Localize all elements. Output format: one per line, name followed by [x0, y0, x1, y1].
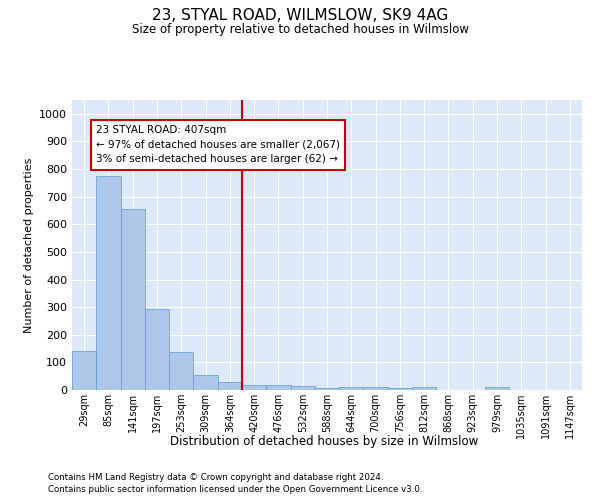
Bar — [145, 308, 169, 390]
Bar — [412, 387, 436, 390]
Text: Contains HM Land Registry data © Crown copyright and database right 2024.: Contains HM Land Registry data © Crown c… — [48, 472, 383, 482]
Bar — [315, 388, 339, 390]
Bar — [290, 386, 315, 390]
Text: Distribution of detached houses by size in Wilmslow: Distribution of detached houses by size … — [170, 435, 478, 448]
Text: 23, STYAL ROAD, WILMSLOW, SK9 4AG: 23, STYAL ROAD, WILMSLOW, SK9 4AG — [152, 8, 448, 22]
Bar — [242, 385, 266, 390]
Bar — [485, 387, 509, 390]
Bar — [193, 375, 218, 390]
Bar — [169, 352, 193, 390]
Bar — [96, 176, 121, 390]
Text: Size of property relative to detached houses in Wilmslow: Size of property relative to detached ho… — [131, 22, 469, 36]
Text: Contains public sector information licensed under the Open Government Licence v3: Contains public sector information licen… — [48, 485, 422, 494]
Y-axis label: Number of detached properties: Number of detached properties — [23, 158, 34, 332]
Bar — [218, 382, 242, 390]
Bar — [121, 208, 145, 390]
Text: 23 STYAL ROAD: 407sqm
← 97% of detached houses are smaller (2,067)
3% of semi-de: 23 STYAL ROAD: 407sqm ← 97% of detached … — [96, 125, 340, 164]
Bar — [339, 387, 364, 390]
Bar — [364, 387, 388, 390]
Bar — [266, 385, 290, 390]
Bar — [388, 388, 412, 390]
Bar — [72, 352, 96, 390]
